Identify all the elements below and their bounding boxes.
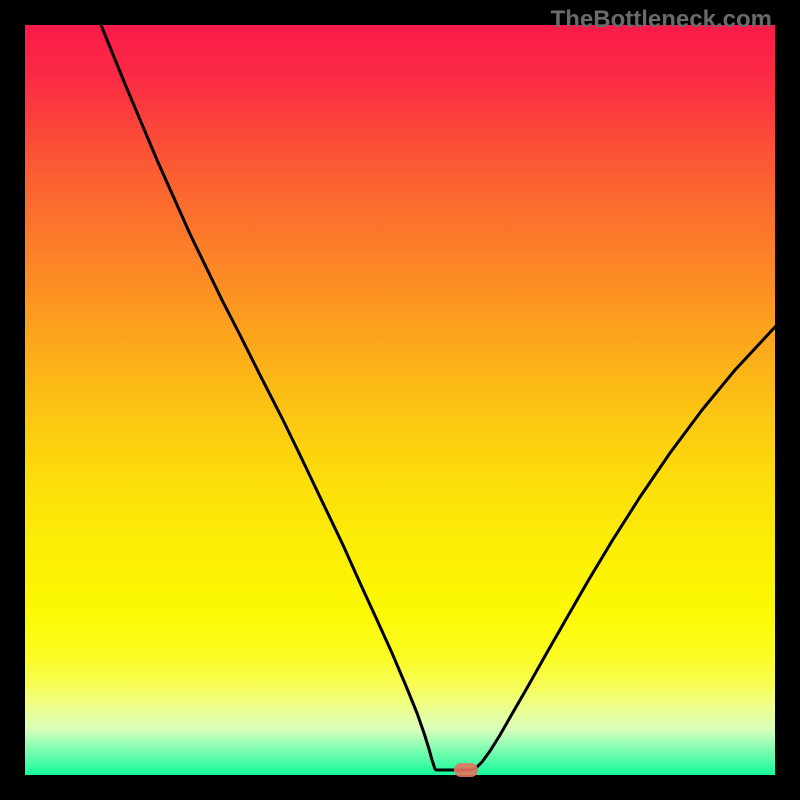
bottleneck-chart: TheBottleneck.com [0, 0, 800, 800]
watermark-text: TheBottleneck.com [551, 6, 772, 34]
heat-gradient-background [25, 25, 775, 775]
